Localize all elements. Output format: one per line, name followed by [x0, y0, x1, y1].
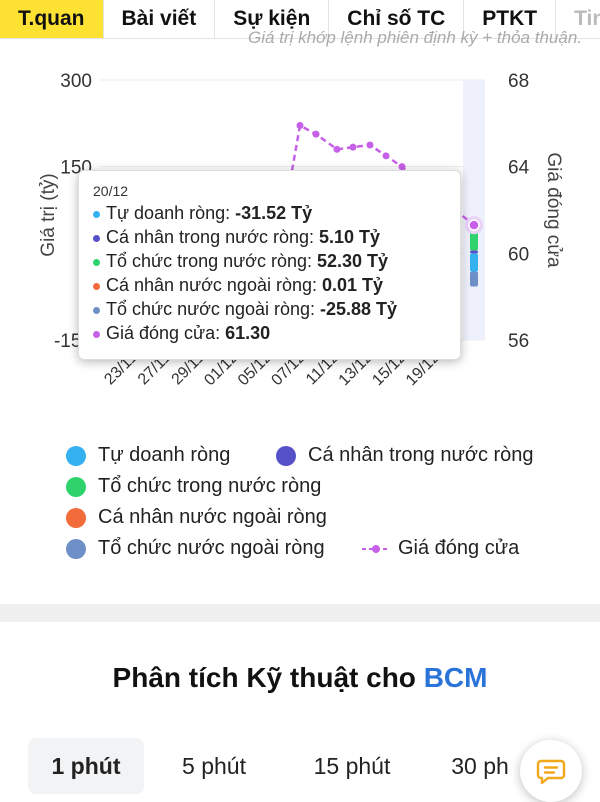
legend-ca-nhan-nuoc-ngoai[interactable]: Cá nhân nước ngoài ròng: [66, 506, 327, 529]
close-price-point: [312, 130, 320, 138]
tooltip-row-tu-doanh: Tự doanh ròng: -31.52 Tỷ: [93, 201, 446, 225]
close-price-point: [296, 122, 304, 129]
ca-nhan-trong-nuoc-swatch-icon: [276, 445, 296, 466]
gia-dong-cua-dot-icon: [93, 330, 100, 338]
tab-bar: T.quan Bài viết Sự kiện Chỉ số TC PTKT T…: [0, 0, 600, 39]
ca-nhan-trong-nuoc-dot-icon: [93, 234, 100, 242]
legend-gia-dong-cua[interactable]: Giá đóng cửa: [362, 537, 519, 560]
tooltip-row-ca-nhan-nuoc-ngoai: Cá nhân nước ngoài ròng: 0.01 Tỷ: [93, 273, 446, 297]
legend-tu-doanh[interactable]: Tự doanh ròng: [66, 444, 276, 467]
legend-to-chuc-nuoc-ngoai[interactable]: Tổ chức nước ngoài ròng: [66, 537, 362, 560]
tab-technical-analysis[interactable]: PTKT: [464, 0, 557, 38]
tab-overview[interactable]: T.quan: [0, 0, 104, 38]
tu-doanh-swatch-icon: [66, 445, 86, 466]
to-chuc-trong-nuoc-swatch-icon: [66, 476, 86, 497]
hover-band: [463, 80, 485, 340]
close-price-point: [468, 219, 480, 231]
close-price-point: [349, 143, 357, 151]
technical-analysis-title: Phân tích Kỹ thuật cho BCM: [112, 662, 488, 693]
to-chuc-trong-nuoc-dot-icon: [93, 258, 100, 266]
dashed-line-dot-icon: [362, 544, 390, 553]
y2-tick-label: 64: [508, 158, 530, 179]
close-price-point: [333, 145, 341, 153]
close-price-point: [398, 163, 406, 171]
tu-doanh-dot-icon: [93, 210, 100, 218]
section-separator: [0, 604, 600, 622]
ca-nhan-nuoc-ngoai-dot-icon: [93, 282, 100, 290]
chat-bubble-icon: [536, 759, 566, 785]
legend-ca-nhan-trong-nuoc[interactable]: Cá nhân trong nước ròng: [276, 444, 534, 467]
timeframe-1m[interactable]: 1 phút: [28, 738, 144, 794]
tooltip-row-ca-nhan-trong-nuoc: Cá nhân trong nước ròng: 5.10 Tỷ: [93, 225, 446, 249]
tab-financial-ratios[interactable]: Chỉ số TC: [329, 0, 465, 38]
timeframe-selector: 1 phút 5 phút 15 phút 30 ph: [28, 738, 540, 794]
hover-highlight: [463, 80, 485, 340]
timeframe-30m[interactable]: 30 ph: [451, 752, 509, 779]
tooltip-row-to-chuc-nuoc-ngoai: Tổ chức nước ngoài ròng: -25.88 Tỷ: [93, 297, 446, 321]
close-price-point: [382, 152, 390, 160]
tab-events[interactable]: Sự kiện: [215, 0, 330, 38]
bar-0: [470, 253, 478, 272]
to-chuc-nuoc-ngoai-swatch-icon: [66, 538, 86, 559]
tab-news[interactable]: Tin: [556, 0, 600, 38]
chat-button[interactable]: [520, 740, 582, 802]
chart-tooltip: 20/12 Tự doanh ròng: -31.52 Tỷ Cá nhân t…: [78, 170, 461, 360]
to-chuc-nuoc-ngoai-dot-icon: [93, 306, 100, 314]
legend-to-chuc-trong-nuoc[interactable]: Tổ chức trong nước ròng: [66, 475, 321, 498]
y2-tick-label: 56: [508, 331, 529, 352]
bar-4: [470, 271, 478, 287]
chart-legend: Tự doanh ròng Cá nhân trong nước ròng Tổ…: [66, 440, 586, 564]
tab-articles[interactable]: Bài viết: [103, 0, 216, 38]
timeframe-15m[interactable]: 15 phút: [313, 752, 391, 779]
timeframe-5m[interactable]: 5 phút: [182, 752, 246, 779]
y-axis-label: Giá trị (tỷ): [38, 173, 59, 256]
ticker-symbol: BCM: [423, 662, 488, 693]
tooltip-date: 20/12: [93, 183, 129, 199]
bar-1: [470, 250, 478, 254]
chart-note: Giá trị khớp lệnh phiên định kỳ + thỏa t…: [248, 28, 582, 47]
tooltip-row-gia-dong-cua: Giá đóng cửa: 61.30: [93, 321, 446, 345]
y2-tick-label: 68: [508, 71, 529, 92]
y-tick-label: 300: [60, 71, 92, 92]
y2-tick-label: 60: [508, 244, 529, 265]
close-price-point: [366, 141, 374, 149]
close-price-line: [283, 123, 475, 227]
tooltip-row-to-chuc-trong-nuoc: Tổ chức trong nước ròng: 52.30 Tỷ: [93, 249, 446, 273]
y2-axis-ticks: 68 64 60 56: [508, 71, 530, 352]
ca-nhan-nuoc-ngoai-swatch-icon: [66, 507, 86, 528]
y2-axis-label: Giá đóng cửa: [543, 152, 564, 268]
